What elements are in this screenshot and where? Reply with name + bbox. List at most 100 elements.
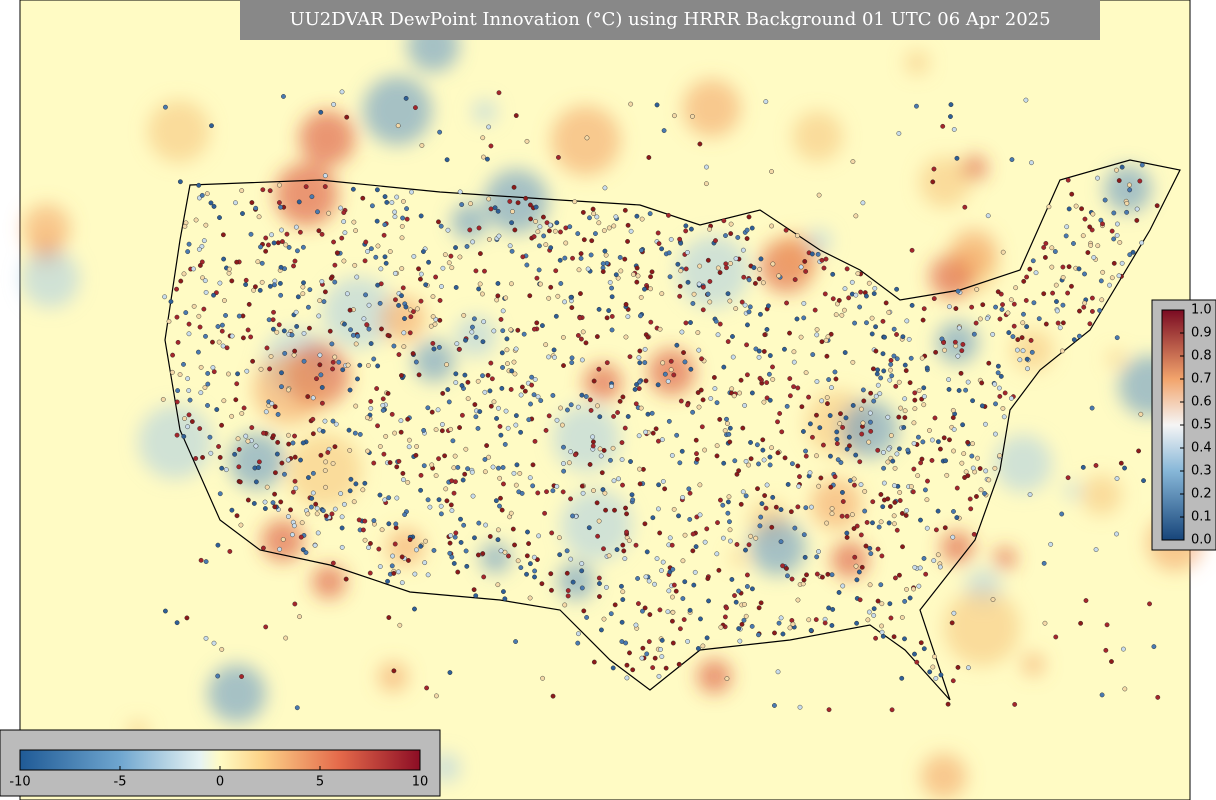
observation-dot xyxy=(622,425,628,431)
observation-dot xyxy=(656,673,662,679)
observation-dot xyxy=(434,693,439,699)
observation-dot xyxy=(504,347,510,353)
observation-dot xyxy=(902,598,908,604)
observation-dot xyxy=(625,314,631,319)
observation-dot xyxy=(899,511,905,516)
observation-dot xyxy=(1114,476,1120,481)
observation-dot xyxy=(403,95,409,101)
observation-dot xyxy=(778,507,784,512)
observation-dot xyxy=(509,281,514,287)
observation-dot xyxy=(576,267,582,273)
observation-dot xyxy=(803,453,809,459)
observation-dot xyxy=(405,416,411,422)
observation-dot xyxy=(355,376,360,382)
observation-dot xyxy=(1029,160,1034,166)
observation-dot xyxy=(936,439,941,445)
observation-dot xyxy=(993,431,998,437)
field-patch xyxy=(730,548,748,567)
observation-dot xyxy=(1041,245,1047,250)
observation-dot xyxy=(685,279,691,285)
observation-dot xyxy=(675,261,681,267)
observation-dot xyxy=(959,348,965,354)
observation-dot xyxy=(620,542,626,548)
observation-dot xyxy=(727,298,733,304)
observation-dot xyxy=(697,482,703,488)
observation-dot xyxy=(1073,203,1079,209)
observation-dot xyxy=(875,546,881,552)
observation-dot xyxy=(430,314,436,320)
observation-dot xyxy=(279,370,284,376)
observation-dot xyxy=(263,248,269,254)
observation-dot xyxy=(633,622,639,628)
observation-dot xyxy=(518,392,524,398)
observation-dot xyxy=(272,282,277,288)
observation-dot xyxy=(258,366,264,372)
observation-dot xyxy=(887,504,893,509)
observation-dot xyxy=(482,469,488,475)
observation-dot xyxy=(756,348,762,354)
observation-dot xyxy=(521,331,527,337)
field-patch xyxy=(22,204,71,252)
observation-dot xyxy=(688,320,693,325)
tick-label: 1.0 xyxy=(1191,303,1212,318)
observation-dot xyxy=(593,231,598,237)
observation-dot xyxy=(954,155,960,161)
observation-dot xyxy=(804,572,809,578)
observation-dot xyxy=(292,348,298,354)
observation-dot xyxy=(202,278,208,284)
observation-dot xyxy=(267,283,273,289)
observation-dot xyxy=(405,480,411,485)
observation-dot xyxy=(828,331,834,337)
observation-dot xyxy=(609,383,614,389)
observation-dot xyxy=(843,415,849,421)
observation-dot xyxy=(869,315,875,321)
observation-dot xyxy=(767,462,773,468)
observation-dot xyxy=(396,352,402,357)
observation-dot xyxy=(910,489,916,495)
observation-dot xyxy=(374,218,380,224)
observation-dot xyxy=(425,497,431,503)
field-patch xyxy=(944,589,1020,666)
observation-dot xyxy=(439,284,444,289)
observation-dot xyxy=(951,427,957,432)
observation-dot xyxy=(418,213,424,219)
observation-dot xyxy=(418,298,424,304)
observation-dot xyxy=(208,450,214,456)
observation-dot xyxy=(579,392,585,398)
observation-dot xyxy=(852,482,857,488)
observation-dot xyxy=(186,331,192,337)
observation-dot xyxy=(426,259,431,265)
observation-dot xyxy=(1154,203,1160,209)
observation-dot xyxy=(878,582,884,588)
observation-dot xyxy=(430,341,436,346)
observation-dot xyxy=(756,461,761,467)
observation-dot xyxy=(624,529,629,535)
observation-dot xyxy=(761,399,767,405)
field-patch xyxy=(683,79,741,137)
observation-dot xyxy=(591,439,596,445)
observation-dot xyxy=(399,223,405,229)
observation-dot xyxy=(986,360,992,366)
observation-dot xyxy=(448,253,454,259)
observation-dot xyxy=(362,537,368,543)
observation-dot xyxy=(778,539,784,545)
observation-dot xyxy=(421,463,427,469)
observation-dot xyxy=(837,421,843,427)
observation-dot xyxy=(515,327,521,333)
observation-dot xyxy=(993,304,998,310)
observation-dot xyxy=(693,437,699,443)
observation-dot xyxy=(535,394,541,400)
observation-dot xyxy=(954,485,960,491)
observation-dot xyxy=(342,321,347,327)
observation-dot xyxy=(248,334,254,340)
observation-dot xyxy=(769,169,774,174)
observation-dot xyxy=(1055,320,1061,326)
title: UU2DVAR DewPoint Innovation (°C) using H… xyxy=(289,9,1050,30)
observation-dot xyxy=(186,412,192,418)
observation-dot xyxy=(1080,233,1086,239)
observation-dot xyxy=(300,291,306,297)
observation-dot xyxy=(499,350,505,356)
observation-dot xyxy=(197,324,203,330)
observation-dot xyxy=(1060,264,1066,270)
observation-dot xyxy=(606,553,612,559)
